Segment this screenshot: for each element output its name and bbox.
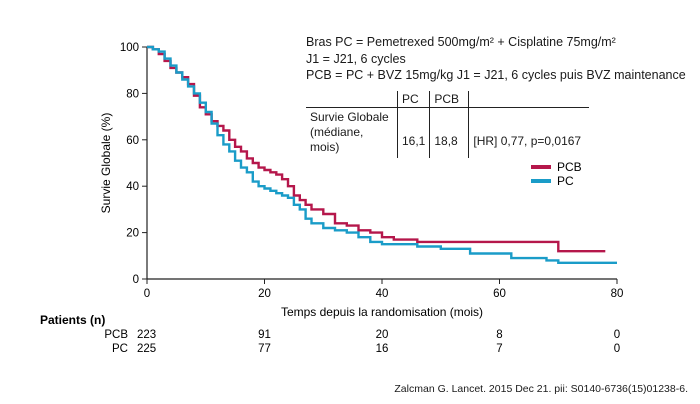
risk-count: 0 [614, 329, 620, 341]
pc-median-value: 16,1 [397, 107, 431, 158]
legend-label-pc: PC [557, 174, 574, 188]
x-tick-label: 60 [493, 288, 506, 300]
risk-count: 0 [614, 343, 620, 355]
results-row-label-line1: Survie Globale [310, 110, 389, 124]
results-data-row: Survie Globale (médiane, mois) 16,1 18,8… [306, 107, 589, 158]
citation: Zalcman G. Lancet. 2015 Dec 21. pii: S01… [394, 383, 688, 395]
y-tick-label: 60 [126, 135, 139, 147]
survival-curves [147, 45, 617, 264]
survival-curve-pcb [147, 45, 606, 253]
results-header-pc: PC [397, 91, 431, 108]
arm-pc-description: Bras PC = Pemetrexed 500mg/m² + Cisplati… [306, 35, 616, 49]
legend-label-pcb: PCB [557, 160, 582, 174]
y-tick-label: 40 [126, 181, 139, 193]
results-row-label: Survie Globale (médiane, mois) [306, 107, 398, 158]
risk-table: PCB 223 91 20 8 0 PC 225 77 16 7 0 [104, 329, 620, 355]
hazard-ratio-value: [HR] 0,77, p=0,0167 [473, 133, 582, 148]
risk-count: 16 [376, 343, 389, 355]
x-tick-label: 20 [258, 288, 271, 300]
risk-count: 91 [258, 329, 271, 341]
y-tick-label: 80 [126, 88, 139, 100]
arm-pcb-description: PCB = PC + BVZ 15mg/kg J1 = J21, 6 cycle… [306, 68, 686, 82]
results-header-row: PC PCB [306, 91, 590, 108]
y-tick-label: 100 [120, 42, 139, 54]
x-tick-label: 40 [376, 288, 389, 300]
risk-count: 7 [496, 343, 502, 355]
results-header-hr [468, 91, 590, 108]
x-tick-label: 0 [144, 288, 150, 300]
y-tick-label: 0 [133, 274, 139, 286]
x-tick-label: 80 [611, 288, 624, 300]
risk-count: 20 [376, 329, 389, 341]
results-row-label-line2: (médiane, mois) [310, 125, 364, 154]
results-header-empty [306, 91, 398, 108]
y-tick-label: 20 [126, 228, 139, 240]
pcb-median-value: 18,8 [429, 107, 470, 158]
risk-count: 225 [137, 343, 156, 355]
axes: 0 20 40 60 80 100 0 20 40 60 80 Temps depuis la ran… [99, 42, 623, 319]
risk-table-title: Patients (n) [40, 313, 105, 327]
survival-curve-pc [147, 45, 617, 264]
y-axis-title: Survie Globale (%) [99, 113, 113, 214]
x-axis-title: Temps depuis la randomisation (mois) [281, 305, 483, 319]
risk-count: 77 [258, 343, 271, 355]
risk-row-label: PCB [104, 329, 128, 341]
cycle-description: J1 = J21, 6 cycles [306, 52, 406, 66]
risk-count: 8 [496, 329, 502, 341]
results-table: PC PCB Survie Globale (médiane, mois) 16… [306, 91, 590, 158]
risk-count: 223 [137, 329, 156, 341]
risk-row-label: PC [112, 343, 128, 355]
results-header-pcb: PCB [429, 91, 470, 108]
